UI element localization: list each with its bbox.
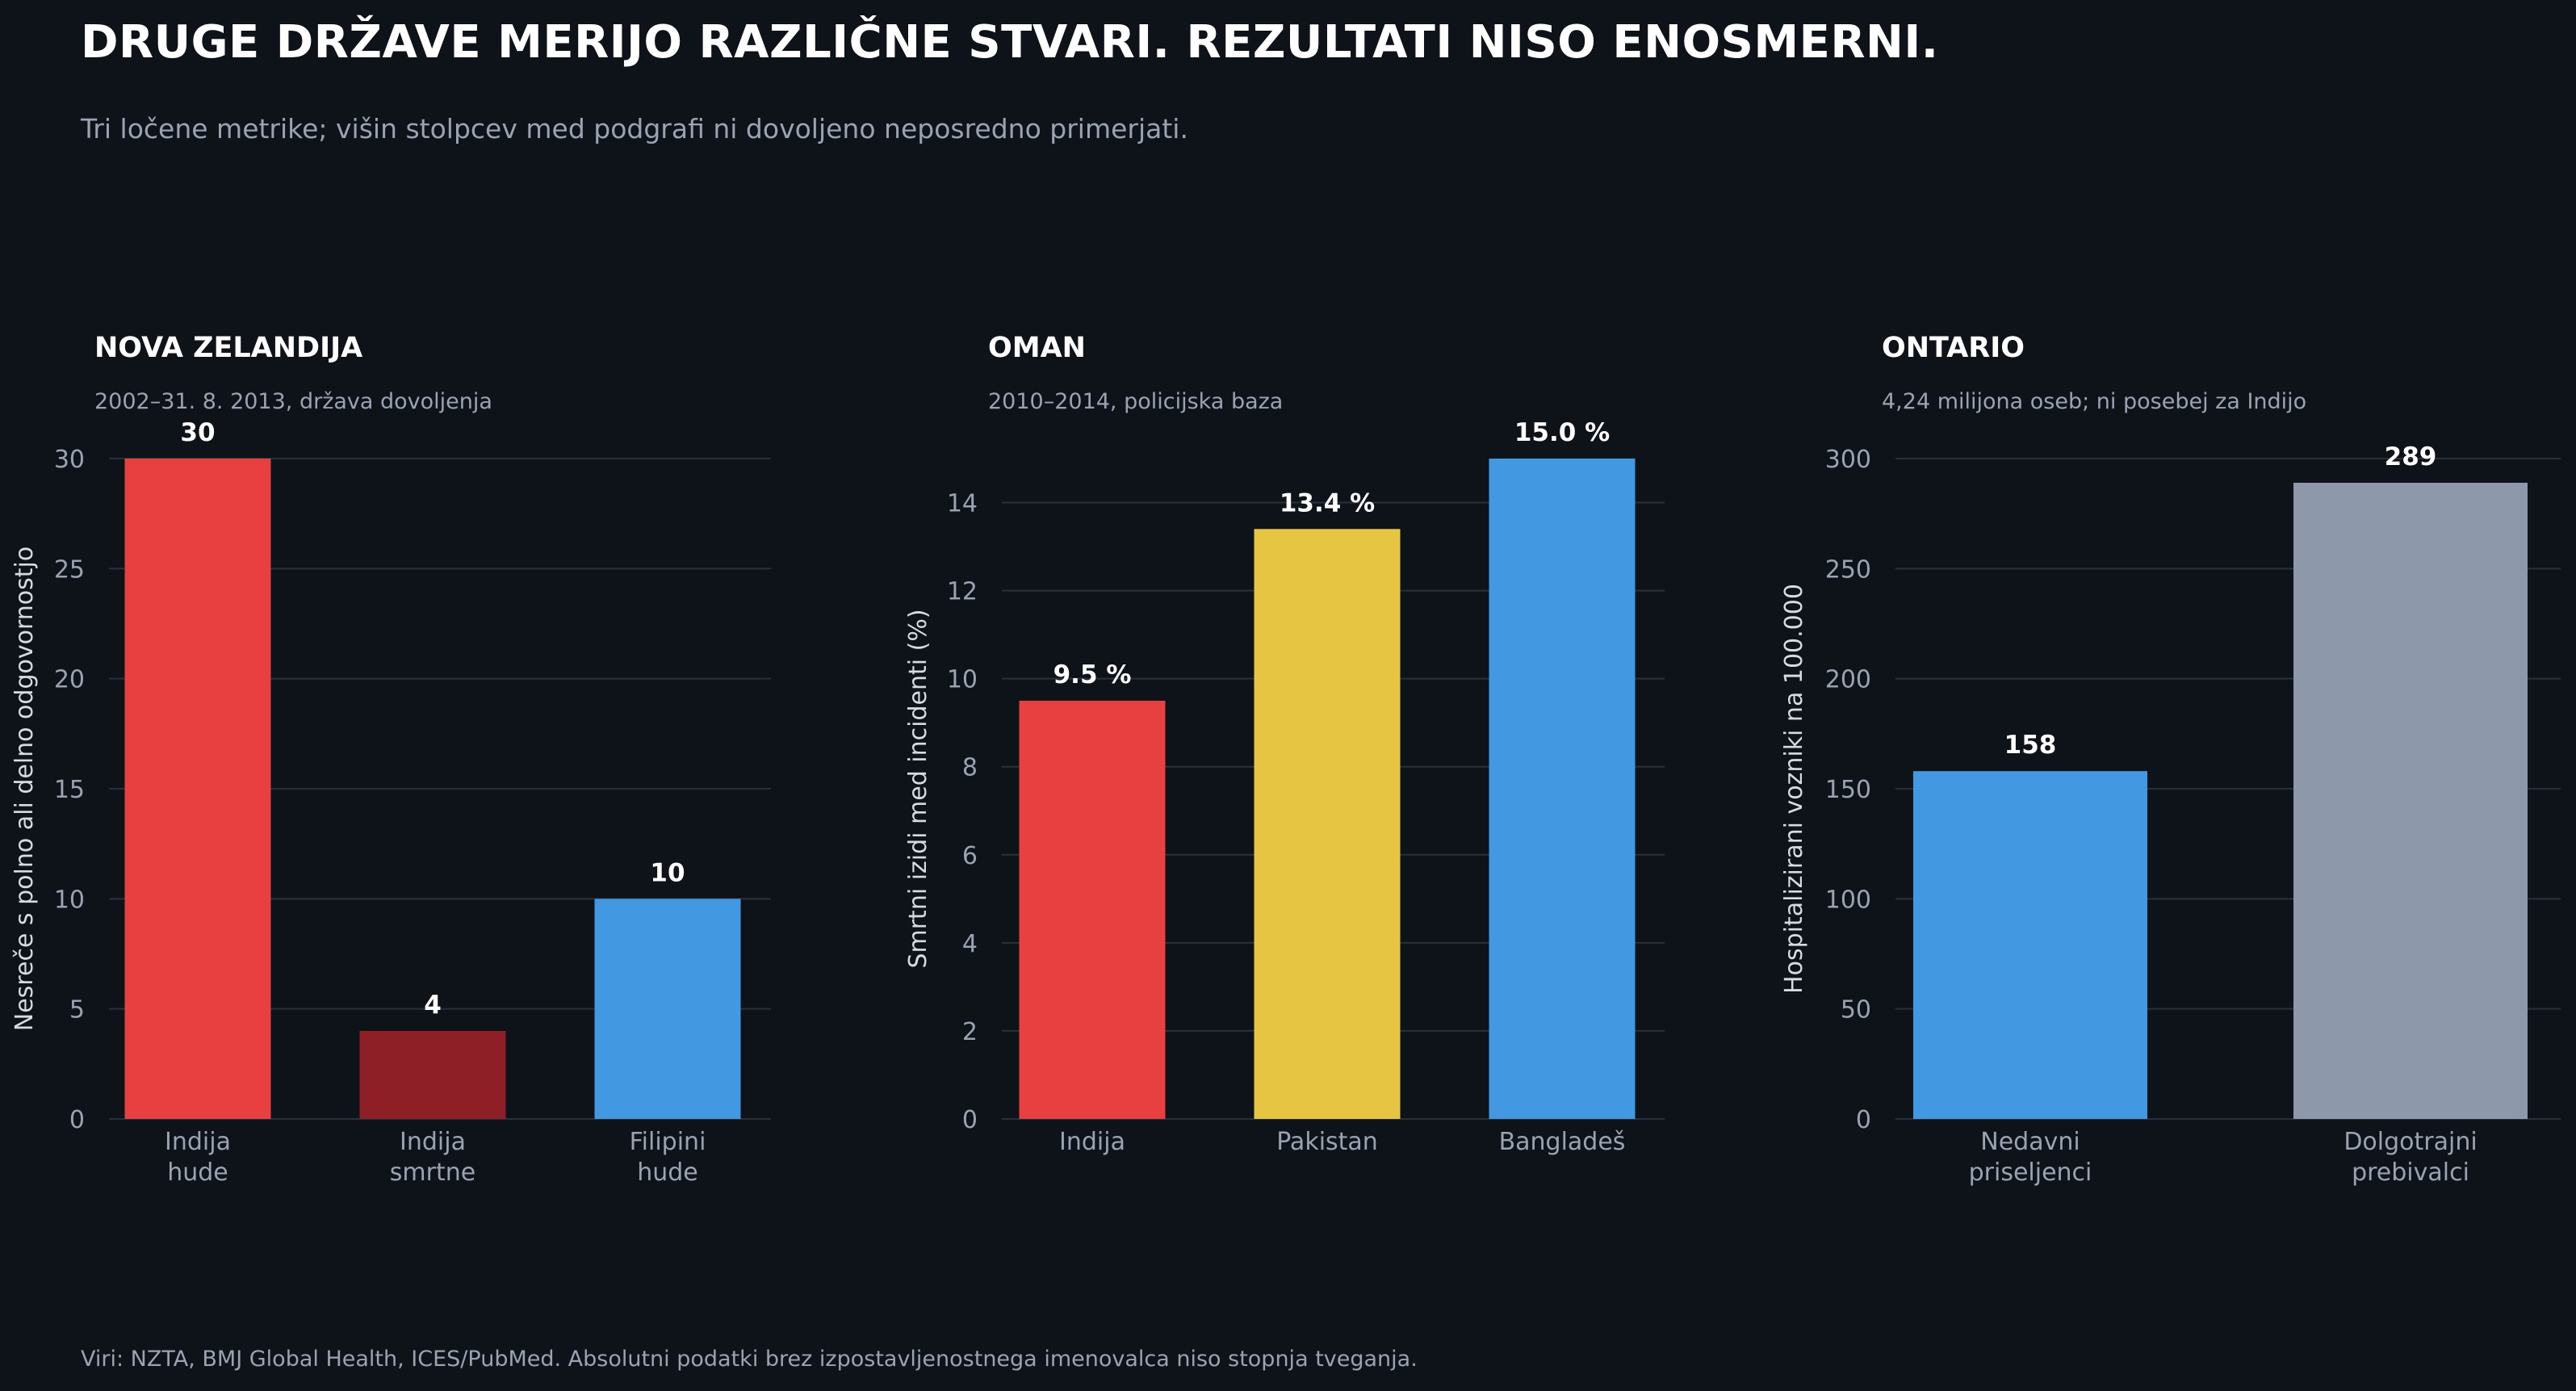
panel-2-category-label-line: Indija [1059, 1128, 1125, 1156]
panel-1-subtitle: 2002–31. 8. 2013, država dovoljenja [94, 389, 492, 414]
panel-2-bar [1254, 529, 1401, 1119]
panel-1-category-label: Filipini hude [630, 1128, 706, 1187]
panel-2-y-axis-label: Smrtni izidi med incidenti (%) [904, 609, 932, 968]
panel-3-y-tick-label: 50 [1841, 996, 1871, 1024]
panel-1-y-tick-label: 20 [54, 666, 85, 694]
panel-1-data-label: 30 [180, 418, 215, 447]
panel-3-category-label-line: Dolgotrajni [2344, 1128, 2477, 1156]
panel-1-category-label-line: hude [637, 1158, 698, 1187]
panel-1-y-tick-label: 15 [54, 776, 85, 804]
panel-2-y-tick-label: 0 [962, 1106, 978, 1134]
panel-1-category-label: Indija smrtne [390, 1128, 475, 1187]
figure-title: DRUGE DRŽAVE MERIJO RAZLIČNE STVARI. REZ… [81, 16, 1939, 69]
panel-2-y-tick-label: 6 [962, 842, 978, 870]
panel-2-y-tick-label: 8 [962, 754, 978, 782]
panel-2-y-tick-label: 10 [947, 666, 978, 694]
panel-1-y-tick-label: 0 [69, 1106, 85, 1134]
panel-2-subtitle: 2010–2014, policijska baza [988, 389, 1283, 414]
panel-2-data-label: 13.4 % [1280, 488, 1375, 517]
panel-2-y-tick-label: 4 [962, 930, 978, 958]
panel-3-category-label: Nedavni priseljenci [1969, 1128, 2092, 1187]
panel-2-data-label: 15.0 % [1514, 418, 1610, 447]
panel-3-category-label-line: priseljenci [1969, 1158, 2092, 1187]
panel-3-bar [2293, 482, 2528, 1119]
panel-2-title: OMAN [988, 332, 1086, 364]
panel-2-y-tick-label: 12 [947, 578, 978, 606]
panel-1-bar [594, 899, 741, 1119]
panel-3-y-tick-label: 100 [1825, 886, 1871, 914]
figure-footer-sources: Viri: NZTA, BMJ Global Health, ICES/PubM… [81, 1347, 1418, 1372]
panel-3-title: ONTARIO [1882, 332, 2025, 364]
panel-1-data-label: 10 [650, 858, 685, 887]
panel-1-category-label-line: Filipini [630, 1128, 706, 1156]
panel-3-data-label: 289 [2385, 442, 2437, 471]
panel-3-y-tick-label: 0 [1856, 1106, 1871, 1134]
panel-2-category-label: Pakistan [1276, 1128, 1378, 1156]
panel-3-y-tick-label: 200 [1825, 666, 1871, 694]
panel-2-category-label: Bangladeš [1499, 1128, 1626, 1156]
panel-3-y-tick-label: 150 [1825, 776, 1871, 804]
panel-1-bar [359, 1030, 506, 1119]
panel-2-y-tick-label: 14 [947, 490, 978, 518]
panel-2-category-label: Indija [1059, 1128, 1125, 1156]
panel-3-category-label: Dolgotrajni prebivalci [2344, 1128, 2477, 1187]
figure-subtitle: Tri ločene metrike; višin stolpcev med p… [81, 113, 1188, 145]
panel-3-category-label-line: Nedavni [1980, 1128, 2080, 1156]
panel-2-bar [1489, 459, 1636, 1119]
panel-2-category-label-line: Bangladeš [1499, 1128, 1626, 1156]
panel-3-y-tick-label: 250 [1825, 555, 1871, 584]
panel-1-y-tick-label: 5 [69, 996, 85, 1024]
panel-3-y-tick-label: 300 [1825, 446, 1871, 474]
panel-1-category-label-line: Indija [165, 1128, 231, 1156]
panel-1-y-axis-label: Nesreče s polno ali delno odgovornostjo [10, 547, 39, 1031]
panel-1-y-tick-label: 25 [54, 555, 85, 584]
panel-1-bar [124, 459, 271, 1119]
panel-2-y-tick-label: 2 [962, 1018, 978, 1046]
panel-3-bar [1913, 771, 2147, 1119]
panel-1-category-label-line: Indija [400, 1128, 466, 1156]
panel-1-y-tick-label: 30 [54, 446, 85, 474]
panel-3-y-axis-label: Hospitalizirani vozniki na 100.000 [1780, 584, 1808, 994]
panel-3-category-label-line: prebivalci [2352, 1158, 2469, 1187]
panel-1-category-label-line: smrtne [390, 1158, 475, 1187]
panel-3-data-label: 158 [2004, 731, 2057, 760]
panel-2-bar [1019, 700, 1166, 1119]
panel-1-data-label: 4 [424, 991, 442, 1020]
panel-2-category-label-line: Pakistan [1276, 1128, 1378, 1156]
panel-1-title: NOVA ZELANDIJA [94, 332, 362, 364]
panel-1-y-tick-label: 10 [54, 886, 85, 914]
panel-1-category-label-line: hude [167, 1158, 228, 1187]
panel-1-category-label: Indija hude [165, 1128, 231, 1187]
panel-2-data-label: 9.5 % [1053, 660, 1132, 689]
panel-3-subtitle: 4,24 milijona oseb; ni posebej za Indijo [1882, 389, 2306, 414]
